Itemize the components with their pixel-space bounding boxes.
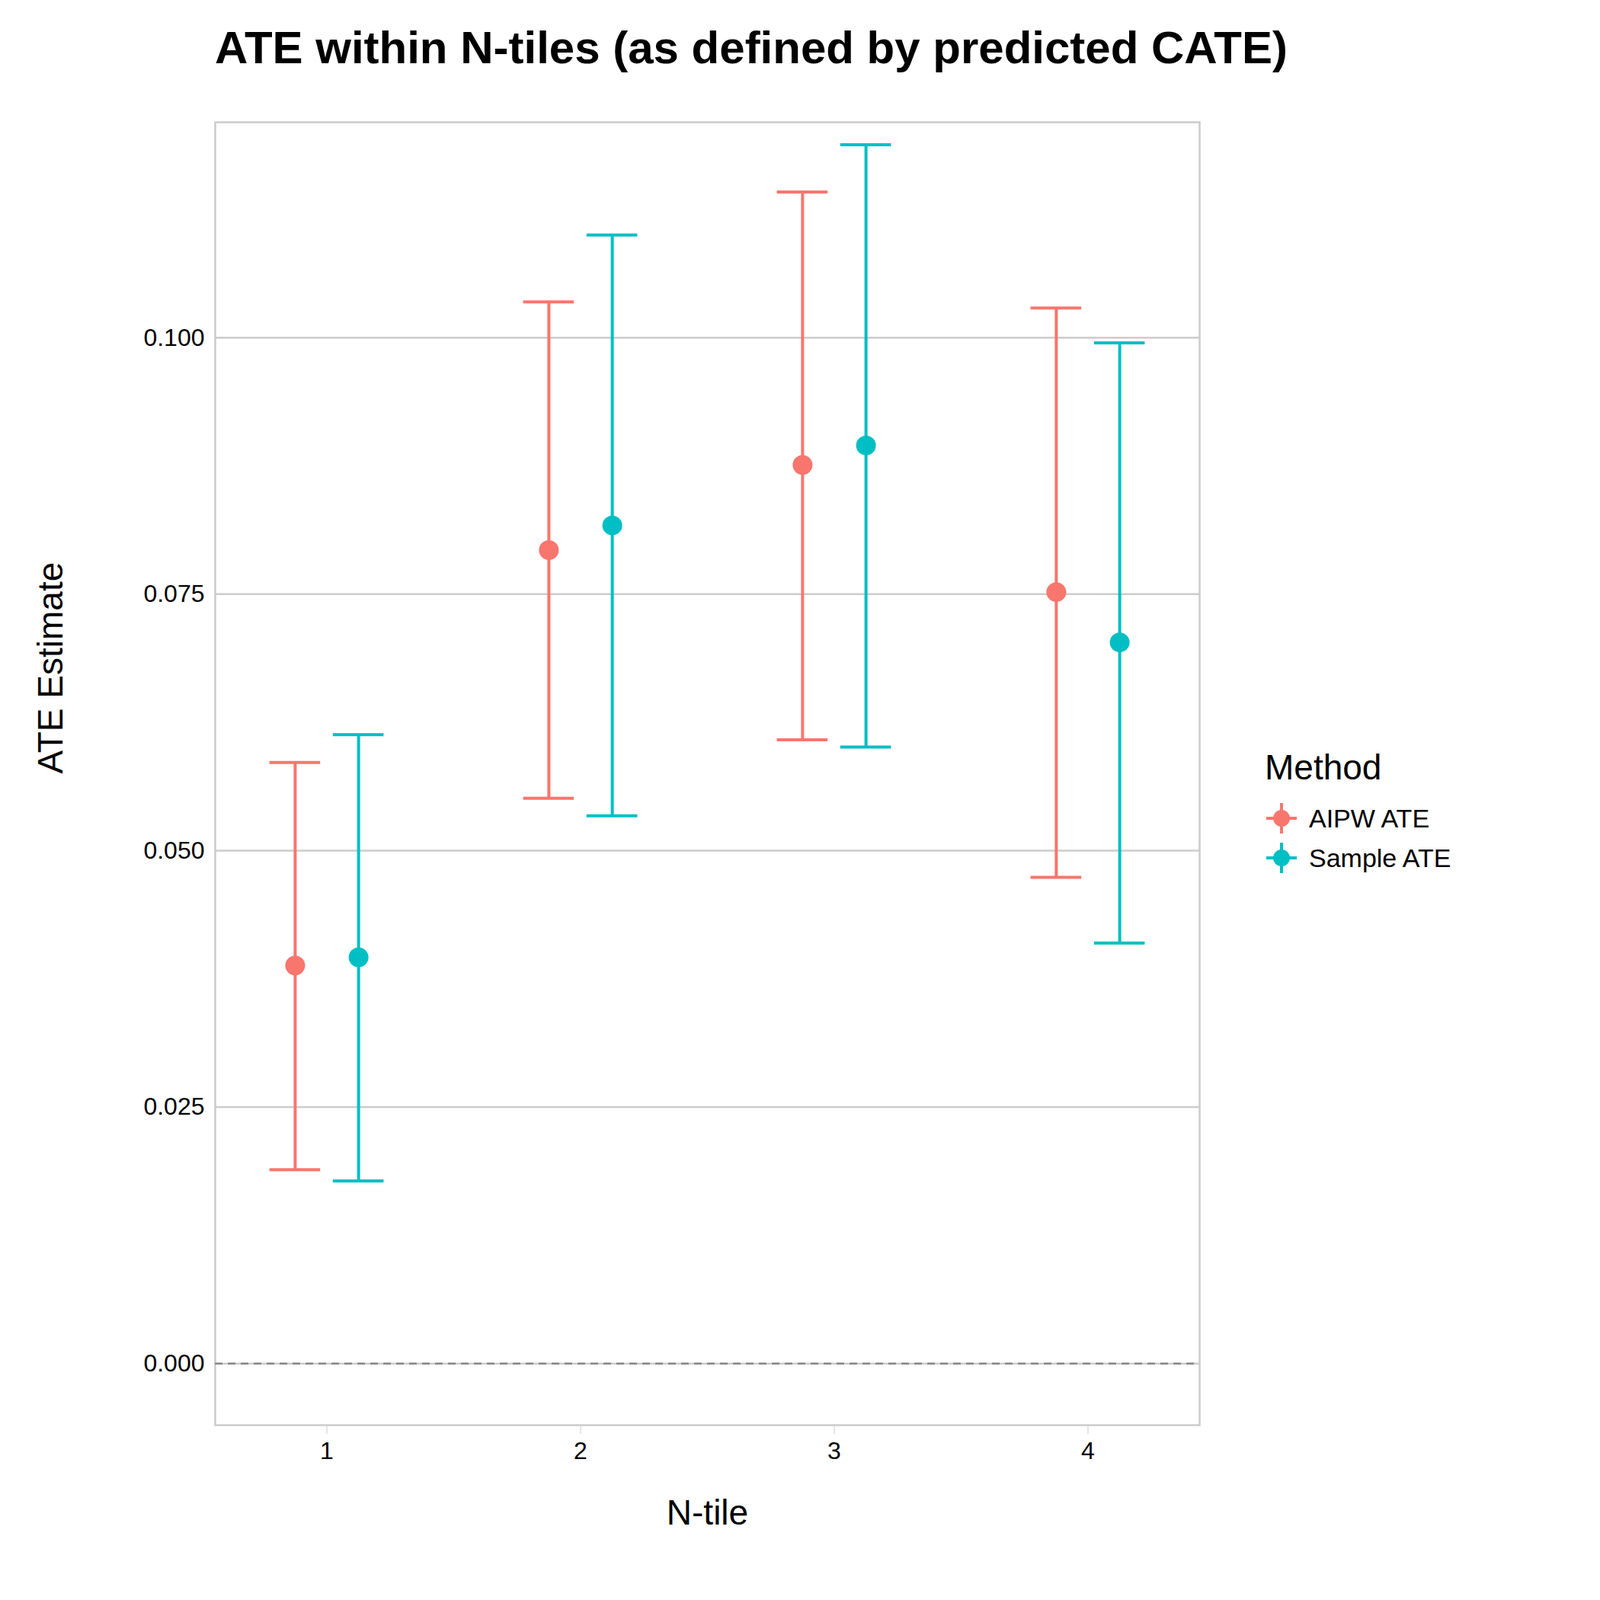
svg-text:3: 3 (827, 1436, 842, 1465)
html-text:ATE within N-tiles (as defined: ATE within N-tiles (as defined by predic… (214, 22, 1288, 74)
svg-text:0.075: 0.075 (143, 579, 205, 608)
svg-text:0.025: 0.025 (143, 1092, 205, 1120)
svg-text:2: 2 (573, 1436, 588, 1465)
svg-text:4: 4 (1081, 1436, 1095, 1465)
svg-text:0.100: 0.100 (143, 323, 205, 351)
html-text:AIPW ATE: AIPW ATE (1308, 803, 1430, 833)
html-text:Method: Method (1264, 747, 1382, 788)
svg-text:0.000: 0.000 (143, 1349, 205, 1377)
svg-text:0.050: 0.050 (143, 836, 205, 864)
svg-text:1: 1 (320, 1436, 334, 1465)
svg-text:ATE Estimate: ATE Estimate (30, 562, 71, 775)
html-text:Sample ATE: Sample ATE (1308, 843, 1452, 872)
svg-text:N-tile: N-tile (666, 1492, 749, 1533)
